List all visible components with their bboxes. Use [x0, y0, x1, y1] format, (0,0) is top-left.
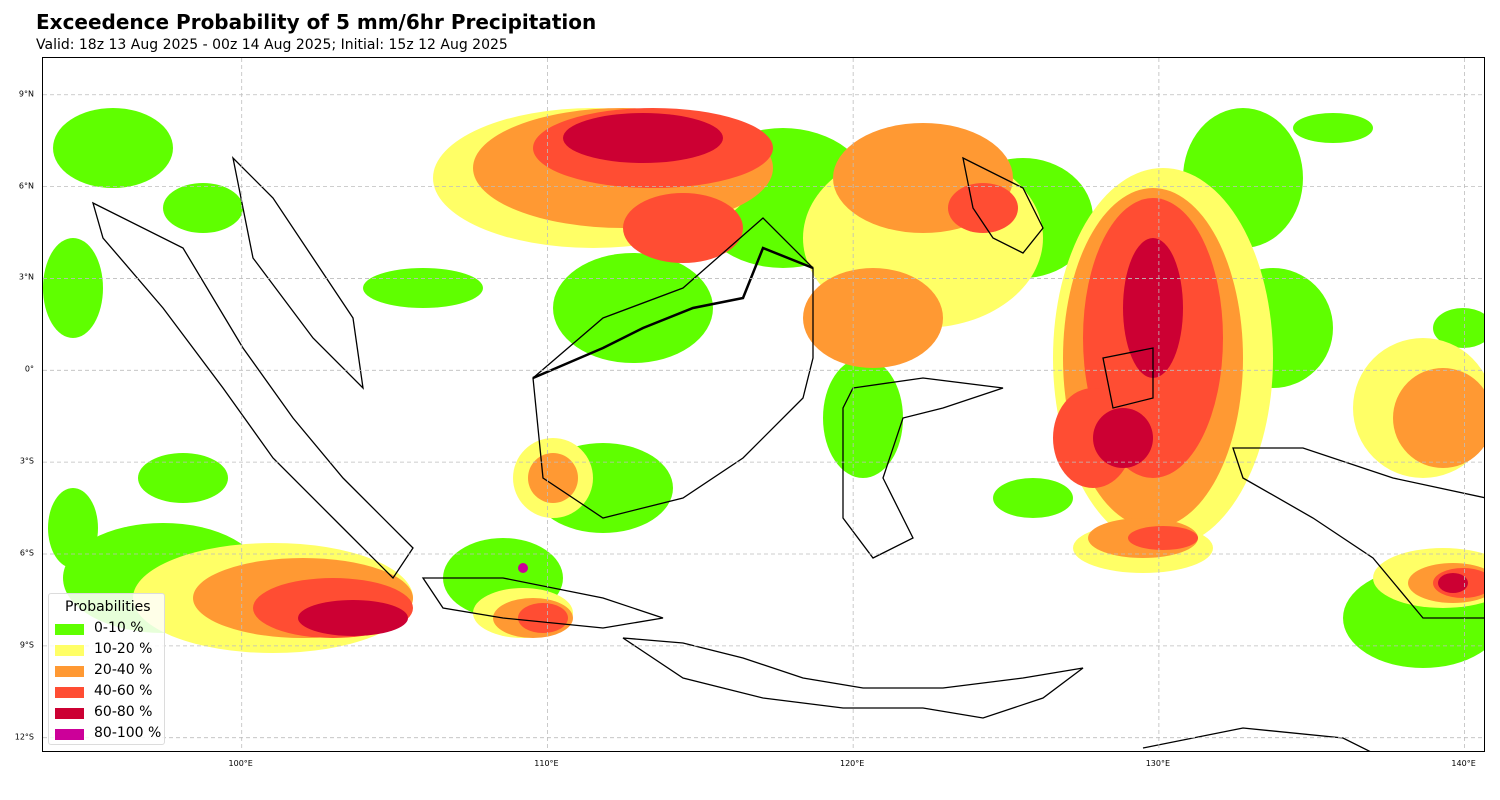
map-area[interactable] [42, 57, 1485, 752]
legend-item: 80-100 % [55, 725, 165, 743]
gridlines [43, 58, 1484, 751]
precip-class-0-10 [43, 108, 1484, 668]
map-title: Exceedence Probability of 5 mm/6hr Preci… [36, 10, 597, 34]
legend-label: 40-60 % [94, 683, 153, 699]
legend-item: 0-10 % [55, 620, 165, 638]
legend-swatch [55, 708, 84, 719]
legend-swatch [55, 666, 84, 677]
coastlines [91, 156, 1484, 751]
legend-label: 80-100 % [94, 725, 162, 741]
lat-tick-label: 6°N [18, 181, 34, 191]
new-guinea-outline [1232, 447, 1484, 619]
legend-item: 20-40 % [55, 662, 165, 680]
legend-swatch [55, 729, 84, 740]
legend-title: Probabilities [65, 599, 151, 615]
precip-class-80-100 [518, 563, 528, 573]
lon-tick-label: 130°E [1145, 759, 1171, 768]
sumatra-outline [91, 201, 414, 580]
map-subtitle: Valid: 18z 13 Aug 2025 - 00z 14 Aug 2025… [36, 37, 508, 53]
lat-tick-label: 9°S [19, 640, 34, 650]
legend-label: 0-10 % [94, 620, 144, 636]
legend-item: 60-80 % [55, 704, 165, 722]
legend-swatch [55, 624, 84, 635]
lat-tick-label: 12°S [14, 732, 34, 742]
mindanao-outline [962, 156, 1044, 254]
legend-item: 10-20 % [55, 641, 165, 659]
legend-swatch [55, 645, 84, 656]
borneo-border [532, 246, 814, 380]
lat-tick-label: 0° [24, 364, 34, 374]
halmahera-outline [1102, 347, 1154, 409]
lon-tick-label: 120°E [839, 759, 865, 768]
lon-tick-label: 100°E [228, 759, 253, 768]
borneo-outline [532, 217, 814, 519]
lat-tick-label: 3°S [19, 456, 34, 466]
precip-layer [43, 108, 1484, 668]
precip-class-60-80 [298, 113, 1468, 636]
java-outline [421, 577, 664, 629]
lon-tick-label: 110°E [534, 759, 559, 768]
legend-label: 20-40 % [94, 662, 153, 678]
legend: Probabilities 0-10 % 10-20 % 20-40 % 40-60 … [48, 593, 165, 745]
legend-swatch [55, 687, 84, 698]
borders [532, 246, 814, 380]
legend-item: 40-60 % [55, 683, 165, 701]
legend-label: 10-20 % [94, 641, 153, 657]
lat-tick-label: 9°N [18, 89, 34, 99]
lat-tick-label: 6°S [19, 548, 34, 558]
lon-tick-label: 140°E [1451, 759, 1476, 768]
lat-tick-label: 3°N [18, 272, 34, 282]
australia-outline [1142, 727, 1371, 751]
precip-map [43, 58, 1484, 751]
malay-peninsula-outline [231, 156, 364, 390]
sulawesi-outline [842, 377, 1004, 559]
lesser-sunda-outline [622, 637, 1084, 719]
legend-label: 60-80 % [94, 704, 153, 720]
